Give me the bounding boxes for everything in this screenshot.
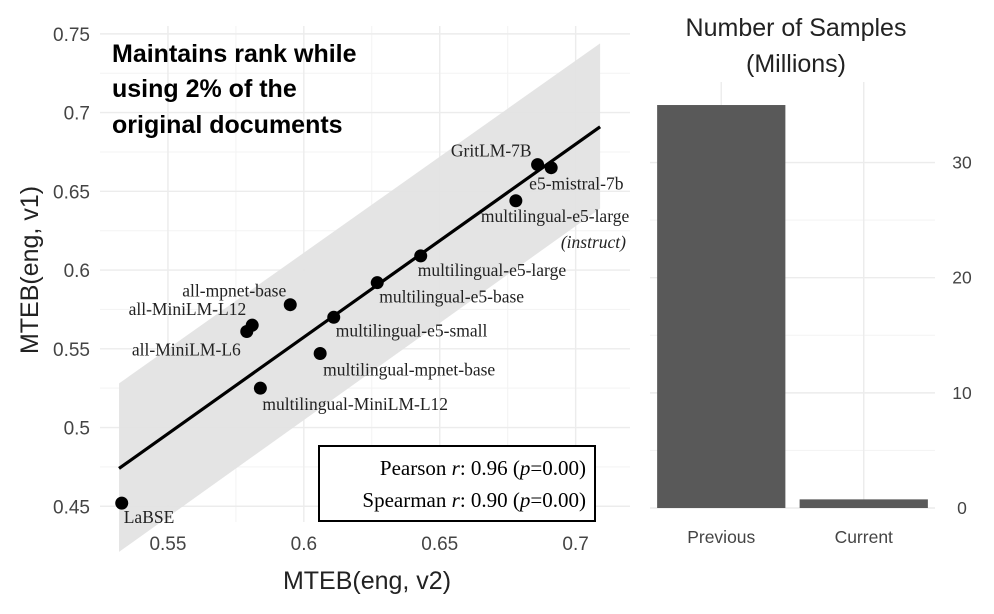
scatter-point xyxy=(313,347,327,361)
x-tick-label: 0.65 xyxy=(421,534,458,555)
scatter-point xyxy=(531,158,545,172)
scatter-plot: LaBSE all-MiniLM-L6 all-MiniLM-L12all-mpne… xyxy=(16,25,630,595)
scatter-point xyxy=(370,276,384,290)
point-label: LaBSE xyxy=(124,507,175,527)
y-tick-labels: 0.45 0.5 0.55 0.6 0.65 0.7 0.75 xyxy=(53,25,90,518)
scatter-point xyxy=(245,318,259,332)
y-axis-label: MTEB(eng, v1) xyxy=(16,186,44,354)
point-label: GritLM-7B xyxy=(451,141,532,161)
bar-chart: Number of Samples (Millions) Previous Cur… xyxy=(650,14,972,547)
point-label: multilingual-e5-large xyxy=(418,260,567,280)
y-tick-label: 0.5 xyxy=(64,419,90,440)
bar-y-tick-labels: 0 10 20 30 xyxy=(952,153,972,518)
y-tick-label: 0.7 xyxy=(64,104,90,125)
scatter-point xyxy=(509,194,523,208)
correlation-stats-box: Pearson r: 0.96 (p=0.00) Spearman r: 0.9… xyxy=(318,445,596,522)
y-tick-label: 0.45 xyxy=(53,497,90,518)
scatter-point xyxy=(414,249,428,263)
annotation-line-1: Maintains rank while xyxy=(112,40,357,68)
point-label: multilingual-e5-large xyxy=(481,206,630,226)
point-label: all-MiniLM-L6 xyxy=(132,339,241,359)
annotation-line-3: original documents xyxy=(112,111,343,139)
point-labels: LaBSE all-MiniLM-L6 all-MiniLM-L12all-mpne… xyxy=(124,141,630,528)
scatter-point xyxy=(327,310,341,324)
x-tick-label: 0.55 xyxy=(149,534,186,555)
y-tick-label: 0.6 xyxy=(64,261,90,282)
bar-y-tick-label: 30 xyxy=(952,153,972,173)
bar-y-tick-label: 0 xyxy=(957,498,967,518)
scatter-point xyxy=(115,496,129,510)
scatter-point xyxy=(253,381,267,395)
bar-chart-title-line-1: Number of Samples xyxy=(686,14,907,42)
point-label: multilingual-mpnet-base xyxy=(323,360,495,380)
point-label: e5-mistral-7b xyxy=(529,174,624,194)
bar xyxy=(657,105,786,508)
point-label: multilingual-e5-small xyxy=(336,320,488,340)
x-axis-label: MTEB(eng, v2) xyxy=(283,567,451,595)
scatter-point xyxy=(544,161,558,175)
bars xyxy=(657,105,928,508)
y-tick-label: 0.65 xyxy=(53,182,90,203)
x-tick-label: 0.7 xyxy=(562,534,588,555)
bar-y-tick-label: 10 xyxy=(952,383,972,403)
x-tick-label: 0.6 xyxy=(291,534,317,555)
point-label: all-MiniLM-L12 xyxy=(129,299,247,319)
stats-box-frame xyxy=(318,445,596,522)
annotation-line-2: using 2% of the xyxy=(112,75,297,103)
scatter-point xyxy=(283,298,297,312)
y-tick-label: 0.75 xyxy=(53,25,90,46)
x-tick-labels: 0.55 0.6 0.65 0.7 xyxy=(149,534,588,555)
regression-line xyxy=(118,125,602,470)
spearman-stat: Spearman r: 0.90 (p=0.00) xyxy=(362,488,586,512)
bar-category-label: Previous xyxy=(687,527,755,547)
bar-category-labels: Previous Current xyxy=(687,527,893,547)
point-label: multilingual-MiniLM-L12 xyxy=(262,394,448,414)
point-label-suffix: (instruct) xyxy=(561,232,626,252)
y-tick-label: 0.55 xyxy=(53,340,90,361)
bar-chart-title-line-2: (Millions) xyxy=(746,50,846,78)
bar xyxy=(799,499,928,508)
point-label: multilingual-e5-base xyxy=(379,287,524,307)
annotation: Maintains rank while using 2% of the ori… xyxy=(112,40,357,139)
bar-category-label: Current xyxy=(835,527,893,547)
pearson-stat: Pearson r: 0.96 (p=0.00) xyxy=(380,456,586,480)
point-label: all-mpnet-base xyxy=(182,281,286,301)
scatter-points xyxy=(115,158,558,510)
bar-y-tick-label: 20 xyxy=(952,268,972,288)
